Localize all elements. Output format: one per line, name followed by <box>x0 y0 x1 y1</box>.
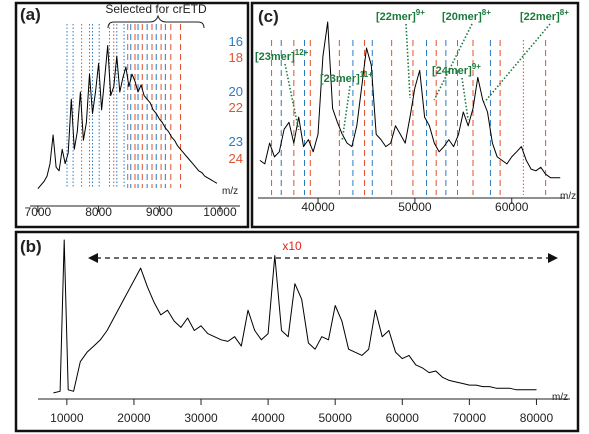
annotation-charge: 9+ <box>416 8 425 17</box>
peak-annotation: [23mer]11+ <box>320 70 373 85</box>
annotation-charge: 11+ <box>360 70 373 79</box>
peak-annotation: [23mer]12+ <box>255 48 309 63</box>
panel-label: (c) <box>258 7 279 26</box>
annotation-leader <box>284 63 300 131</box>
annotation-label: [22mer] <box>376 11 416 23</box>
panel-b-box <box>14 230 580 433</box>
charge-label: 18 <box>229 50 243 65</box>
charge-label: 23 <box>229 134 243 149</box>
panel-a-box <box>14 1 250 229</box>
annotation-label: [23mer] <box>320 73 360 85</box>
x-tick-label: 10000 <box>50 411 84 425</box>
x-tick-label: 50000 <box>398 200 432 214</box>
annotation-charge: 12+ <box>295 48 309 57</box>
x-axis-label: m/z <box>222 186 238 197</box>
x-tick-label: 70000 <box>453 411 487 425</box>
x-tick-label: 20000 <box>117 411 151 425</box>
annotation-charge: 8+ <box>482 8 491 17</box>
x-tick-label: 80000 <box>520 411 554 425</box>
x10-arrow <box>88 253 558 263</box>
x-tick-label: 60000 <box>495 200 529 214</box>
x-tick-label: 30000 <box>184 411 218 425</box>
annotation: x10 <box>282 239 302 253</box>
x-tick-label: 40000 <box>251 411 285 425</box>
peak-annotation: [24mer]9+ <box>432 62 481 77</box>
x-axis-label: m/z <box>552 392 568 403</box>
x-tick-label: 40000 <box>301 200 335 214</box>
x-axis-label: m/z <box>560 191 576 202</box>
peak-annotation: [22mer]8+ <box>520 8 569 23</box>
x-tick-label: 9000 <box>146 205 173 219</box>
charge-label: 22 <box>229 100 243 115</box>
peak-annotation: [22mer]9+ <box>376 8 425 23</box>
annotation-label: [24mer] <box>432 65 472 77</box>
panel-c-box <box>250 1 580 229</box>
annotation-label: [23mer] <box>255 51 295 63</box>
annotation-charge: 8+ <box>560 8 569 17</box>
charge-label: 20 <box>229 84 243 99</box>
spectrum-line <box>37 45 218 190</box>
annotation: Selected for crETD <box>105 2 207 16</box>
annotation-leader <box>461 77 469 121</box>
x-tick-label: 7000 <box>25 205 52 219</box>
panel-label: (b) <box>20 237 42 256</box>
annotation-leader <box>433 23 473 101</box>
arrow-head <box>88 253 98 263</box>
spectrum-line <box>53 239 537 394</box>
annotation-label: [20mer] <box>442 11 482 23</box>
annotation-leader <box>484 23 551 103</box>
spectrum-line <box>259 21 561 179</box>
annotation-charge: 9+ <box>472 62 481 71</box>
x-tick-label: 10000 <box>203 205 237 219</box>
charge-label: 16 <box>229 34 243 49</box>
selection-brace <box>107 14 205 29</box>
panel-label: (a) <box>20 5 41 24</box>
charge-label: 24 <box>229 151 243 166</box>
annotation-label: [22mer] <box>520 11 560 23</box>
peak-annotation: [20mer]8+ <box>442 8 491 23</box>
x-tick-label: 8000 <box>85 205 112 219</box>
x-tick-label: 50000 <box>319 411 353 425</box>
x-tick-label: 60000 <box>386 411 420 425</box>
arrow-head <box>548 253 558 263</box>
